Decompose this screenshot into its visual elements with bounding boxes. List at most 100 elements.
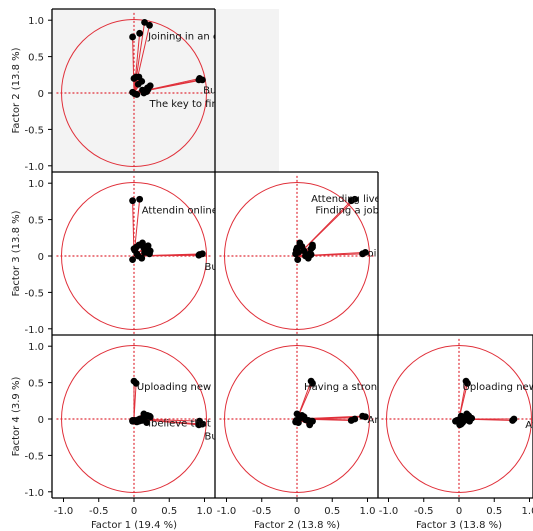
x-tick-label: 1.0 <box>360 506 376 517</box>
y-tick-label: 1.0 <box>28 16 44 27</box>
loading-ray <box>296 200 352 257</box>
y-tick-label: 0 <box>38 89 44 100</box>
x-tick-label: 0 <box>456 506 462 517</box>
y-tick-label: -0.5 <box>24 125 44 136</box>
variable-label: oi <box>368 248 377 259</box>
y-tick-label: 0.5 <box>28 379 44 390</box>
loading-point <box>139 239 146 247</box>
loading-point <box>464 411 472 419</box>
loading-point <box>131 246 139 254</box>
loading-point <box>134 252 142 260</box>
variable-label: Bu <box>205 262 218 273</box>
x-tick-label: 0.5 <box>486 506 502 517</box>
loading-point <box>134 80 142 88</box>
panel-background <box>52 9 279 172</box>
correlation-circle <box>224 345 370 493</box>
loading-point <box>462 377 470 385</box>
y-axis-label: Factor 4 (3.9 %) <box>11 377 22 457</box>
variable-label: Finding a job e <box>315 205 388 216</box>
variable-label: Having a strong o <box>304 382 393 393</box>
x-tick-label: 0.5 <box>324 506 340 517</box>
variable-label: Att <box>525 420 533 431</box>
x-tick-label: -0.5 <box>89 506 109 517</box>
variable-label: Ibelieve that a <box>148 419 220 430</box>
x-tick-label: 0.5 <box>161 506 177 517</box>
x-tick-label: 1.0 <box>522 506 533 517</box>
y-tick-label: -1.0 <box>24 488 44 499</box>
x-tick-label: -1.0 <box>54 506 74 517</box>
loading-point <box>143 243 151 250</box>
loading-point <box>461 417 469 424</box>
variable-label: Uploading new c <box>463 382 533 393</box>
y-axis-label: Factor 3 (13.8 %) <box>11 210 22 296</box>
loading-point <box>347 417 355 424</box>
loading-point <box>298 243 306 250</box>
variable-label: Bu <box>205 432 218 443</box>
variable-label: Bu <box>203 85 216 96</box>
correlation-circle <box>61 19 207 167</box>
y-tick-label: 0 <box>38 415 44 426</box>
loading-point <box>195 76 203 84</box>
x-tick-label: -0.5 <box>414 506 434 517</box>
variable-label: Joining in an er <box>147 31 224 42</box>
correlation-circle <box>386 345 532 493</box>
y-tick-label: -1.0 <box>24 325 44 336</box>
y-tick-label: 0 <box>38 252 44 263</box>
variable-label: Attending live w <box>311 194 392 205</box>
loading-point <box>307 377 315 385</box>
loading-point <box>130 377 138 385</box>
x-tick-label: 0 <box>131 506 137 517</box>
correlation-circle <box>224 182 370 330</box>
variable-label: Ar <box>368 415 380 426</box>
variable-label: Attendin online w <box>142 205 230 216</box>
loading-point <box>131 417 139 424</box>
loading-ray <box>133 254 199 257</box>
x-axis-label: Factor 1 (19.4 %) <box>91 520 177 531</box>
loading-point <box>146 21 153 29</box>
y-tick-label: 0.5 <box>28 53 44 64</box>
loading-point <box>298 411 306 419</box>
panel-f1-f4: Uploading new co Ibelieve that a Bu <box>56 338 226 498</box>
x-tick-label: -1.0 <box>217 506 237 517</box>
loading-point <box>195 421 203 429</box>
loading-point <box>143 84 151 92</box>
loading-point <box>143 411 151 419</box>
loading-point <box>294 256 302 264</box>
x-axis-label: Factor 2 (13.8 %) <box>254 520 340 531</box>
y-axis-label: Factor 2 (13.8 %) <box>11 47 22 133</box>
correlation-circle <box>61 182 207 330</box>
loading-ray <box>458 381 467 420</box>
x-axis-label: Factor 3 (13.8 %) <box>416 520 502 531</box>
loading-point <box>131 90 139 98</box>
y-tick-label: -1.0 <box>24 162 44 173</box>
y-tick-label: 1.0 <box>28 342 44 353</box>
loading-point <box>292 246 300 254</box>
loading-point <box>139 414 146 422</box>
y-tick-label: -0.5 <box>24 451 44 462</box>
loading-point <box>309 241 316 249</box>
x-tick-label: -1.0 <box>379 506 399 517</box>
loading-point <box>129 33 136 41</box>
panel-f1-f2: Joining in an er Bu The key to findi <box>56 12 227 172</box>
loading-point <box>302 252 309 260</box>
panel-f3-f4: Uploading new c Att <box>381 338 533 498</box>
variable-label: The key to findi <box>149 99 227 110</box>
loading-point <box>359 412 366 420</box>
loading-point <box>455 416 463 424</box>
correlation-circle <box>61 345 207 493</box>
loading-point <box>129 256 136 264</box>
loading-point <box>359 250 366 258</box>
x-tick-label: -0.5 <box>252 506 272 517</box>
loading-point <box>129 197 136 205</box>
y-tick-label: 1.0 <box>28 179 44 190</box>
loading-point <box>292 417 300 424</box>
y-tick-label: 0.5 <box>28 216 44 227</box>
loading-point <box>509 417 516 424</box>
variable-label: Uploading new co <box>137 382 226 393</box>
x-tick-label: 0 <box>294 506 300 517</box>
loading-point <box>136 195 144 203</box>
loading-point <box>136 29 144 37</box>
loading-point <box>141 18 148 26</box>
